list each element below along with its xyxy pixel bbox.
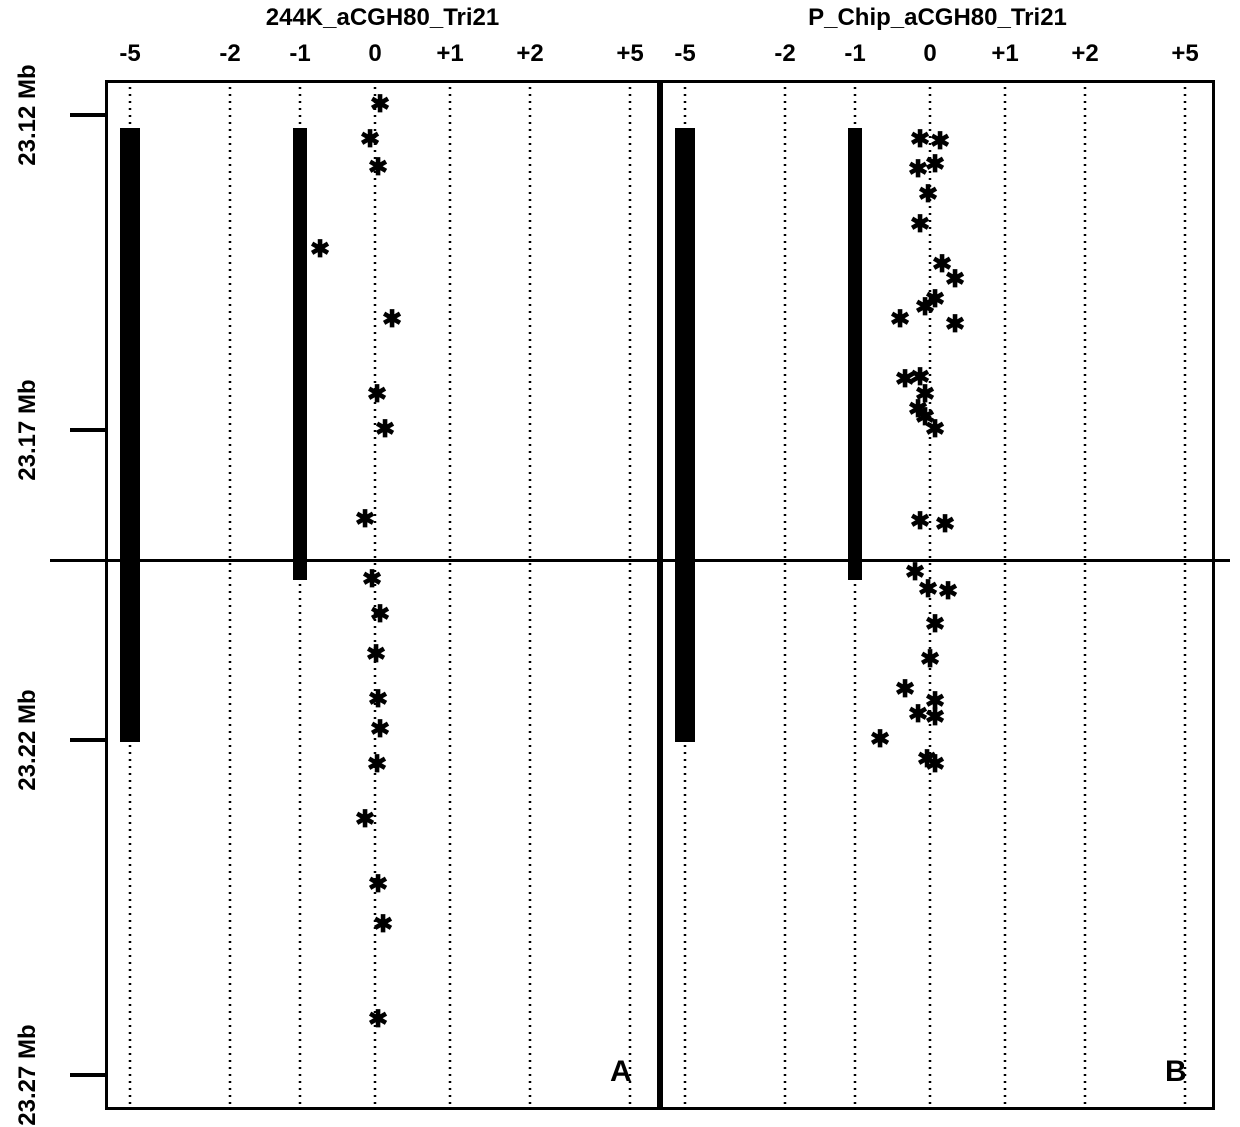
data-point: ✱ (370, 718, 390, 742)
y-axis-label: 23.27 Mb (14, 1024, 42, 1125)
data-point: ✱ (366, 643, 386, 667)
data-point: ✱ (918, 183, 938, 207)
gridline (627, 80, 633, 1110)
acgh-dual-scatter: 23.12 Mb 23.17 Mb 23.22 Mb 23.27 Mb 244K_aCG… (0, 0, 1240, 1127)
y-tick-mark (70, 113, 105, 117)
y-axis-label: 23.17 Mb (14, 379, 42, 480)
data-point: ✱ (368, 1008, 388, 1032)
x-axis-label: -1 (844, 40, 865, 68)
data-point: ✱ (890, 308, 910, 332)
data-point: ✱ (355, 808, 375, 832)
data-point: ✱ (310, 238, 330, 262)
range-bar-outer (120, 128, 140, 742)
data-point: ✱ (368, 873, 388, 897)
x-axis-label: +5 (1171, 40, 1198, 68)
data-point: ✱ (908, 158, 928, 182)
gridline (372, 80, 378, 1110)
panel-title: 244K_aCGH80_Tri21 (266, 4, 499, 32)
data-point: ✱ (910, 213, 930, 237)
x-axis-label: -2 (774, 40, 795, 68)
data-point: ✱ (367, 753, 387, 777)
range-bar-inner (848, 128, 862, 580)
x-axis-label: -2 (219, 40, 240, 68)
gridline (527, 80, 533, 1110)
data-point: ✱ (375, 418, 395, 442)
data-point: ✱ (355, 508, 375, 532)
gridline (227, 80, 233, 1110)
data-point: ✱ (925, 753, 945, 777)
gridline (447, 80, 453, 1110)
data-point: ✱ (925, 418, 945, 442)
panel-letter: B (1165, 1055, 1187, 1089)
panel-letter: A (610, 1055, 632, 1089)
data-point: ✱ (382, 308, 402, 332)
data-point: ✱ (362, 568, 382, 592)
data-point: ✱ (895, 678, 915, 702)
x-axis-label: +2 (516, 40, 543, 68)
data-point: ✱ (925, 706, 945, 730)
data-point: ✱ (935, 513, 955, 537)
y-axis-label: 23.12 Mb (14, 64, 42, 165)
data-point: ✱ (368, 688, 388, 712)
x-axis-label: -5 (119, 40, 140, 68)
x-axis-label: 0 (368, 40, 381, 68)
y-tick-mark (70, 1073, 105, 1077)
y-tick-mark (70, 428, 105, 432)
data-point: ✱ (945, 268, 965, 292)
x-axis-label: -5 (674, 40, 695, 68)
x-axis-label: 0 (923, 40, 936, 68)
x-axis-label: +2 (1071, 40, 1098, 68)
gridline (782, 80, 788, 1110)
panel-border (105, 80, 660, 1110)
gridline (1082, 80, 1088, 1110)
y-tick-mark (70, 738, 105, 742)
data-point: ✱ (918, 578, 938, 602)
data-point: ✱ (945, 313, 965, 337)
data-point: ✱ (373, 913, 393, 937)
range-bar-inner (293, 128, 307, 580)
data-point: ✱ (360, 128, 380, 152)
data-point: ✱ (370, 603, 390, 627)
data-point: ✱ (370, 93, 390, 117)
y-axis-label: 23.22 Mb (14, 689, 42, 790)
data-point: ✱ (920, 648, 940, 672)
gridline (1182, 80, 1188, 1110)
x-axis-label: +1 (991, 40, 1018, 68)
gridline (1002, 80, 1008, 1110)
data-point: ✱ (938, 580, 958, 604)
data-point: ✱ (368, 156, 388, 180)
x-axis-label: +5 (616, 40, 643, 68)
x-axis-label: +1 (436, 40, 463, 68)
range-bar-outer (675, 128, 695, 742)
data-point: ✱ (910, 128, 930, 152)
data-point: ✱ (915, 296, 935, 320)
x-axis-label: -1 (289, 40, 310, 68)
data-point: ✱ (367, 383, 387, 407)
data-point: ✱ (925, 613, 945, 637)
panel-title: P_Chip_aCGH80_Tri21 (808, 4, 1067, 32)
data-point: ✱ (870, 728, 890, 752)
data-point: ✱ (910, 510, 930, 534)
